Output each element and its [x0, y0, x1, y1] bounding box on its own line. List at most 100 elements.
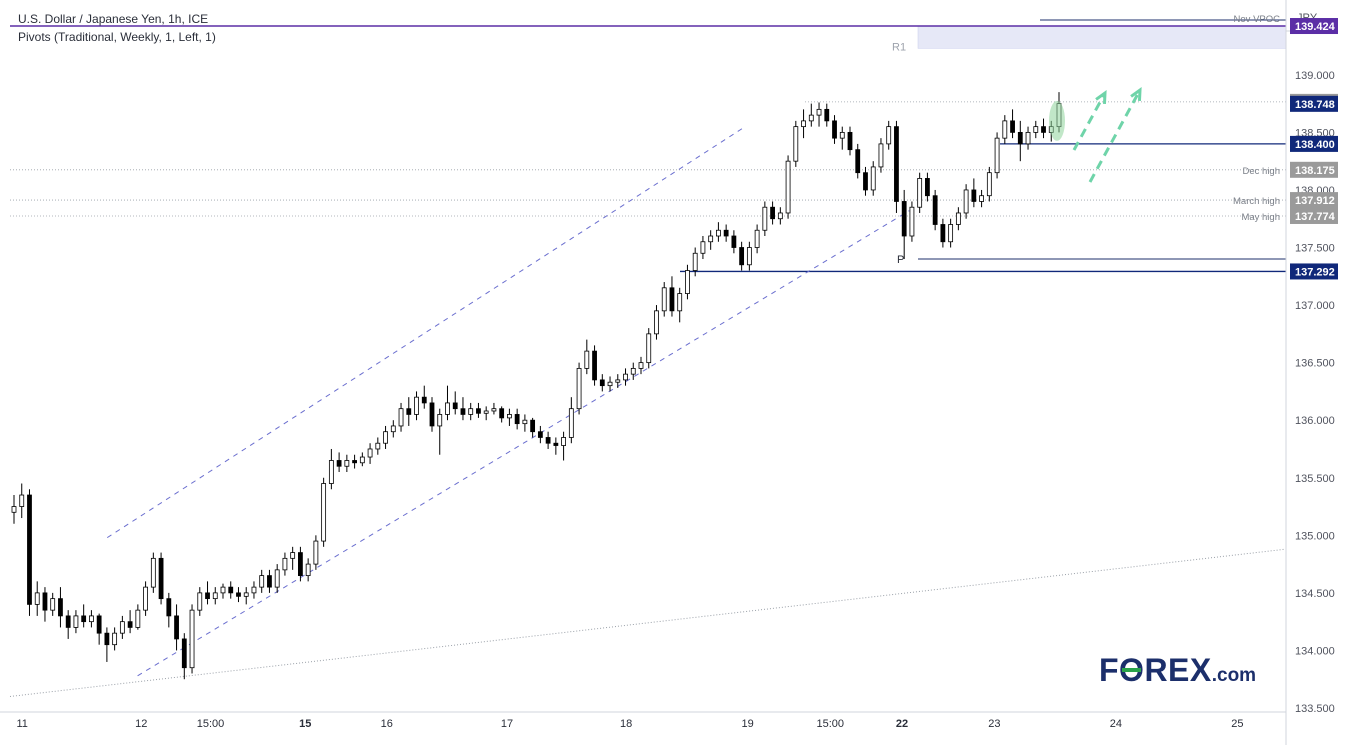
candle-body [646, 333, 652, 364]
candle [81, 604, 87, 628]
candle-body [661, 287, 667, 312]
candle [96, 613, 102, 645]
candle [584, 339, 590, 375]
candle [483, 406, 489, 421]
forecast-arrows [1049, 86, 1142, 183]
candle [166, 592, 172, 628]
candle-body [762, 206, 768, 231]
candle-body [700, 241, 706, 254]
candle-body [824, 108, 830, 122]
x-tick-label: 15:00 [817, 718, 845, 730]
pivot-p-label: P [897, 254, 904, 266]
candle-body [119, 621, 125, 634]
candle-body [677, 293, 683, 312]
x-tick-label: 17 [501, 718, 513, 730]
level-label: Nov VPOC [1234, 14, 1281, 25]
candle-body [948, 224, 954, 243]
y-tick-label: 134.500 [1295, 588, 1335, 600]
candle [514, 408, 520, 430]
candle-body [886, 126, 892, 145]
candle [321, 477, 327, 547]
candle [592, 345, 597, 386]
candle [847, 126, 853, 156]
candle [58, 587, 63, 628]
price-badge-value: 137.292 [1295, 266, 1335, 278]
candle-body [135, 609, 141, 628]
y-tick-label: 136.500 [1295, 358, 1335, 370]
candle-body [530, 419, 536, 433]
candle [367, 443, 373, 464]
candle-body [994, 137, 1000, 174]
candle-body [522, 419, 528, 425]
candle [1017, 120, 1023, 162]
candle-body [421, 396, 427, 404]
candle-body [777, 212, 783, 220]
candle [336, 452, 342, 472]
highlight-ellipse [1049, 100, 1065, 141]
candle-body [437, 414, 443, 427]
candle-body [406, 408, 412, 415]
x-tick-label: 22 [896, 718, 908, 730]
candle-body [708, 235, 714, 243]
price-badge-bg [1290, 135, 1338, 152]
level-label: Dec high [1243, 166, 1281, 177]
candle [793, 120, 799, 167]
candle-body [112, 632, 118, 646]
candle [282, 552, 288, 576]
candle [127, 610, 133, 634]
candle-body [1041, 126, 1046, 133]
candle [150, 552, 156, 593]
candle-body [878, 143, 884, 168]
candle [700, 236, 706, 260]
candle-body [839, 131, 845, 139]
y-tick-label: 137.500 [1295, 243, 1335, 255]
candle-body [592, 350, 597, 381]
candle [824, 103, 830, 127]
candle [692, 247, 698, 277]
candle [963, 184, 969, 219]
candle [220, 583, 226, 599]
candle-body [499, 408, 505, 419]
candle [445, 385, 450, 421]
candle-body [925, 178, 930, 197]
candle-body [584, 350, 590, 369]
candle-body [894, 126, 899, 202]
candle [1025, 126, 1031, 150]
candle [1010, 109, 1015, 139]
y-tick-label: 135.500 [1295, 473, 1335, 485]
time-axis[interactable]: 11 12 15:00 15 16 17 18 19 15:00 22 23 24 25 [0, 711, 1286, 730]
x-tick-label: 15 [299, 718, 311, 730]
candle [832, 115, 837, 144]
candle-body [1025, 131, 1031, 145]
candle-body [576, 367, 582, 410]
candle [243, 587, 249, 605]
candle [174, 604, 179, 651]
y-tick-label: 135.000 [1295, 530, 1335, 542]
candle-body [359, 456, 365, 464]
pivot-zones: R1 P Nov VPOC Dec high March high May high [10, 14, 1287, 273]
candle-body [205, 592, 210, 600]
candle-body [716, 229, 721, 237]
candle [189, 604, 195, 674]
candle [375, 437, 381, 455]
x-tick-label: 15:00 [197, 718, 225, 730]
price-axis[interactable]: JPY133.500134.000134.500135.000135.50013… [1285, 0, 1353, 745]
candle-body [313, 540, 319, 565]
candle [685, 264, 690, 300]
candle [251, 581, 257, 599]
price-badge: 137.292 [1290, 263, 1338, 280]
candle [27, 489, 32, 616]
candle [383, 425, 388, 449]
candle [236, 587, 241, 603]
candle-body [746, 247, 752, 266]
r1-label: R1 [892, 41, 906, 53]
price-badge: 137.774 [1290, 207, 1338, 224]
candle [762, 201, 768, 236]
price-badge: 138.175 [1290, 161, 1338, 178]
candle-body [917, 178, 923, 208]
candle [553, 437, 559, 455]
candle-body [476, 408, 481, 414]
candle [576, 362, 582, 415]
candle-body [754, 229, 760, 248]
